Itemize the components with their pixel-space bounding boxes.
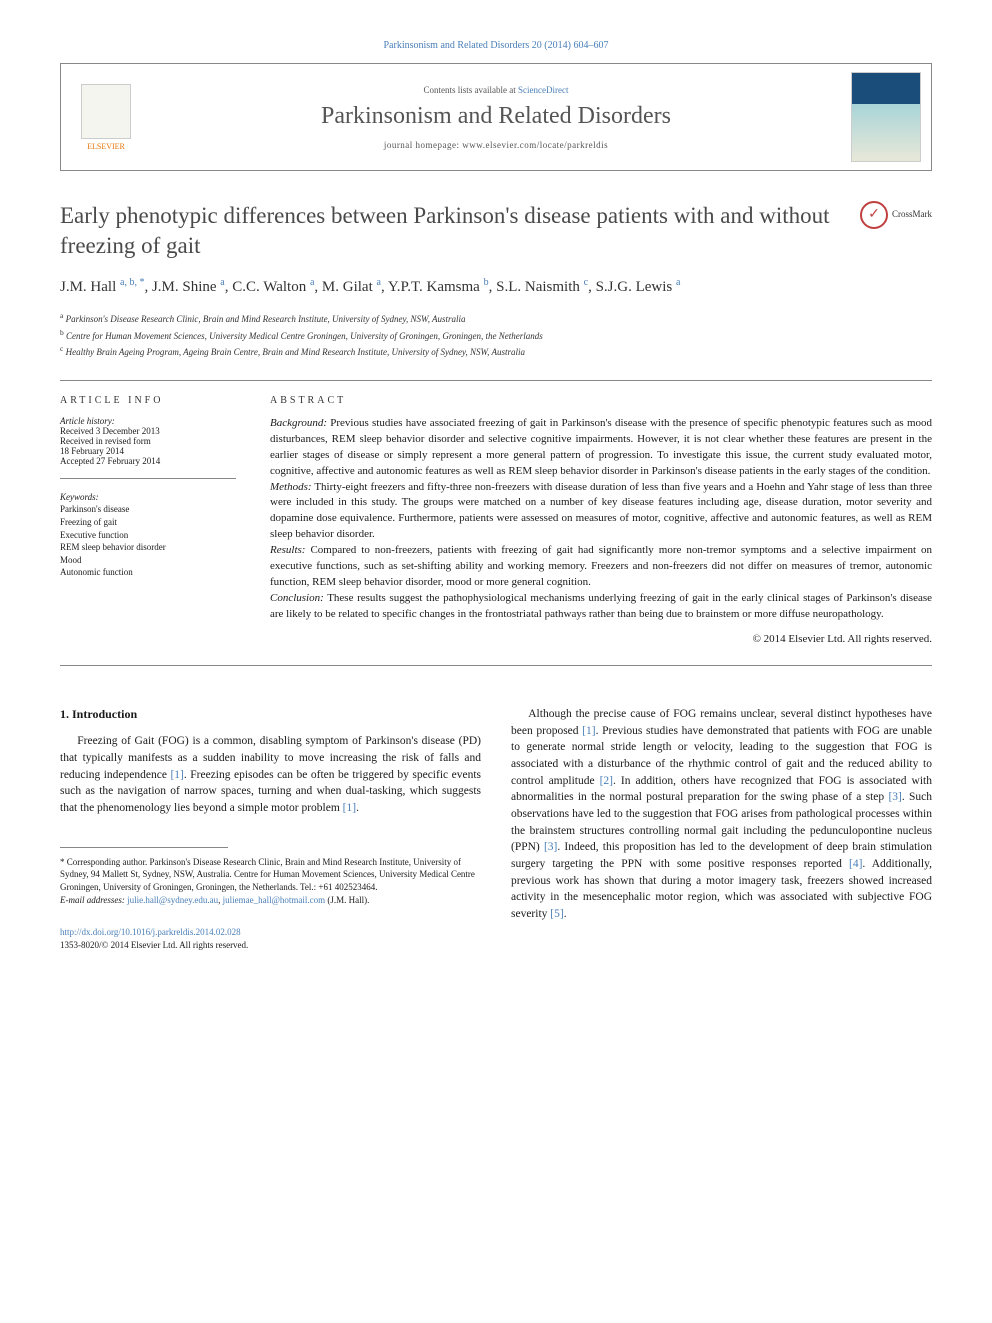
journal-header: ELSEVIER Contents lists available at Sci…	[60, 63, 932, 171]
journal-reference: Parkinsonism and Related Disorders 20 (2…	[60, 40, 932, 51]
article-info-sidebar: article info Article history: Received 3…	[60, 381, 250, 665]
body-column-left: 1. Introduction Freezing of Gait (FOG) i…	[60, 706, 481, 951]
crossmark-icon: ✓	[860, 201, 888, 229]
keywords: Keywords: Parkinson's diseaseFreezing of…	[60, 491, 236, 579]
abstract-heading: abstract	[270, 395, 932, 406]
journal-homepage: journal homepage: www.elsevier.com/locat…	[141, 140, 851, 150]
contents-link-line: Contents lists available at ScienceDirec…	[141, 85, 851, 95]
journal-cover-thumbnail	[851, 72, 921, 162]
affiliations: a Parkinson's Disease Research Clinic, B…	[60, 310, 932, 360]
sciencedirect-link[interactable]: ScienceDirect	[518, 85, 568, 95]
journal-name: Parkinsonism and Related Disorders	[141, 103, 851, 130]
footnote-separator	[60, 847, 228, 848]
article-history: Article history: Received 3 December 201…	[60, 416, 236, 479]
body-column-right: Although the precise cause of FOG remain…	[511, 706, 932, 951]
doi-link[interactable]: http://dx.doi.org/10.1016/j.parkreldis.2…	[60, 927, 241, 937]
elsevier-tree-icon	[81, 84, 131, 139]
abstract: abstract Background: Previous studies ha…	[250, 381, 932, 665]
article-title: Early phenotypic differences between Par…	[60, 201, 932, 261]
email-footnote: E-mail addresses: julie.hall@sydney.edu.…	[60, 894, 481, 907]
footer-doi-block: http://dx.doi.org/10.1016/j.parkreldis.2…	[60, 926, 481, 951]
elsevier-logo: ELSEVIER	[71, 77, 141, 157]
authors-list: J.M. Hall a, b, *, J.M. Shine a, C.C. Wa…	[60, 275, 932, 299]
corresponding-author-footnote: * Corresponding author. Parkinson's Dise…	[60, 856, 481, 894]
section-heading-introduction: 1. Introduction	[60, 706, 481, 723]
body-paragraph: Freezing of Gait (FOG) is a common, disa…	[60, 733, 481, 816]
issn-copyright: 1353-8020/© 2014 Elsevier Ltd. All right…	[60, 940, 248, 950]
abstract-copyright: © 2014 Elsevier Ltd. All rights reserved…	[270, 633, 932, 645]
email-link-2[interactable]: juliemae_hall@hotmail.com	[223, 895, 326, 905]
email-link-1[interactable]: julie.hall@sydney.edu.au	[127, 895, 218, 905]
body-paragraph: Although the precise cause of FOG remain…	[511, 706, 932, 923]
article-info-heading: article info	[60, 395, 236, 406]
crossmark-badge[interactable]: ✓ CrossMark	[860, 201, 932, 229]
